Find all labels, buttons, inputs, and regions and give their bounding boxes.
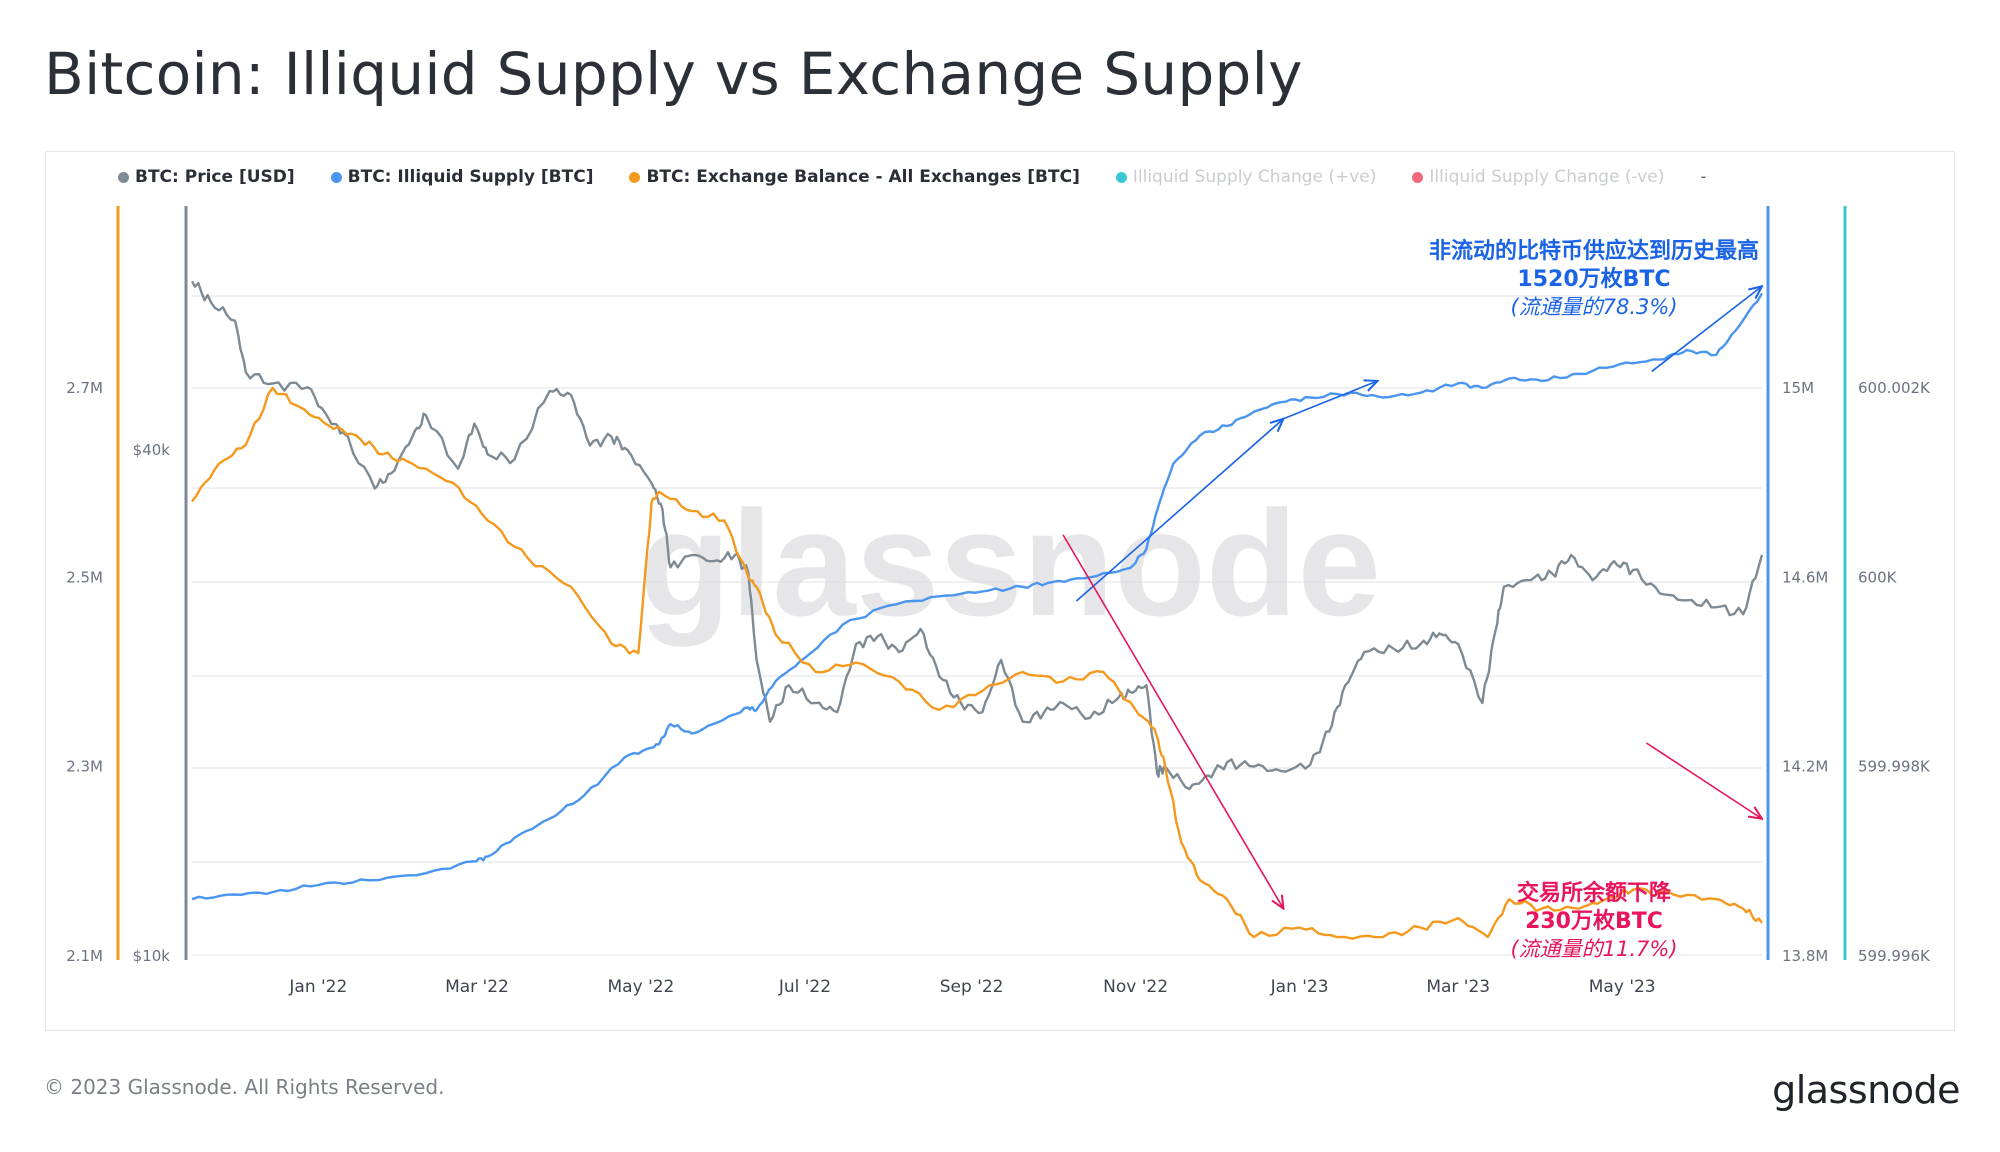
legend-dash: -: [1700, 167, 1707, 187]
legend-item-change-pos[interactable]: Illiquid Supply Change (+ve): [1115, 167, 1377, 187]
annotation-illiquid-line1: 非流动的比特币供应达到历史最高: [1429, 238, 1759, 264]
x-axis-tick: Mar '23: [1426, 977, 1490, 997]
x-axis-tick: May '22: [608, 977, 675, 997]
change-axis-tick: 599.996K: [1858, 947, 1931, 965]
legend-label-price: BTC: Price [USD]: [135, 167, 295, 187]
x-axis-tick: Nov '22: [1103, 977, 1168, 997]
illiquid-axis-tick: 15M: [1782, 379, 1814, 397]
price-line: [190, 280, 1764, 791]
change-axis-tick: 599.998K: [1858, 758, 1931, 776]
legend-item-price[interactable]: BTC: Price [USD]: [118, 167, 295, 187]
exchange-balance-line: [191, 386, 1763, 940]
illiquid-supply-line: [191, 292, 1764, 901]
exchange-trend-arrow: [1645, 742, 1762, 819]
legend-dot-change-neg: [1412, 171, 1424, 183]
x-axis-tick: Sep '22: [940, 977, 1004, 997]
x-axis-tick: Jul '22: [778, 977, 831, 997]
exchange-trend-arrow: [1062, 534, 1283, 909]
exchange-axis-tick: 2.5M: [66, 568, 103, 586]
exchange-axis-ticks: 2.1M 2.3M 2.5M 2.7M: [66, 379, 103, 965]
grid-lines: [192, 295, 1762, 956]
annotation-exchange-line1: 交易所余额下降: [1517, 880, 1672, 906]
chart-legend: BTC: Price [USD] BTC: Illiquid Supply [B…: [118, 167, 1707, 187]
illiquid-trend-arrow: [1283, 381, 1377, 420]
legend-dot-exchange: [629, 171, 641, 183]
page-title: Bitcoin: Illiquid Supply vs Exchange Sup…: [44, 40, 1303, 108]
legend-item-change-neg[interactable]: Illiquid Supply Change (-ve): [1412, 167, 1664, 187]
x-axis-tick: May '23: [1589, 977, 1656, 997]
brand-logo: glassnode: [1772, 1068, 1960, 1112]
series-lines: [190, 280, 1764, 940]
chart-panel: [45, 151, 1955, 1031]
annotation-exchange-line3: (流通量的11.7%): [1510, 937, 1677, 961]
illiquid-axis-tick: 14.6M: [1782, 568, 1828, 586]
change-axis-tick: 600.002K: [1858, 379, 1931, 397]
legend-label-exchange: BTC: Exchange Balance - All Exchanges [B…: [646, 167, 1080, 187]
legend-item-exchange[interactable]: BTC: Exchange Balance - All Exchanges [B…: [629, 167, 1080, 187]
annotation-illiquid-line2: 1520万枚BTC: [1517, 266, 1670, 292]
exchange-axis-tick: 2.1M: [66, 947, 103, 965]
illiquid-axis-ticks: 13.8M 14.2M 14.6M 15M: [1782, 379, 1828, 965]
illiquid-trend-arrow: [1651, 286, 1762, 373]
x-axis-tick: Jan '23: [1270, 977, 1329, 997]
illiquid-trend-arrow: [1075, 419, 1283, 602]
watermark: glassnode: [639, 479, 1381, 647]
legend-label-illiquid: BTC: Illiquid Supply [BTC]: [347, 167, 594, 187]
x-axis-tick: Mar '22: [445, 977, 509, 997]
exchange-axis-tick: 2.3M: [66, 758, 103, 776]
annotation-exchange-line2: 230万枚BTC: [1525, 908, 1663, 934]
legend-item-illiquid[interactable]: BTC: Illiquid Supply [BTC]: [330, 167, 594, 187]
annotation-illiquid-line3: (流通量的78.3%): [1510, 295, 1677, 319]
legend-dot-price: [118, 171, 129, 183]
legend-label-change-pos: Illiquid Supply Change (+ve): [1132, 167, 1377, 187]
copyright-footer: © 2023 Glassnode. All Rights Reserved.: [44, 1075, 445, 1099]
legend-dot-change-pos: [1115, 171, 1127, 183]
price-axis-tick: $40k: [133, 441, 171, 459]
trend-arrows: [1062, 286, 1762, 909]
x-axis-ticks: Jan '22 Mar '22 May '22 Jul '22 Sep '22 Nov '…: [288, 977, 1655, 997]
x-axis-tick: Jan '22: [288, 977, 347, 997]
illiquid-axis-tick: 13.8M: [1782, 947, 1828, 965]
illiquid-axis-tick: 14.2M: [1782, 758, 1828, 776]
price-axis-ticks: $10k $40k: [133, 441, 171, 965]
legend-dot-illiquid: [330, 171, 342, 183]
price-axis-tick: $10k: [133, 947, 171, 965]
legend-label-change-neg: Illiquid Supply Change (-ve): [1429, 167, 1665, 187]
change-axis-ticks: 599.996K 599.998K 600K 600.002K: [1858, 379, 1931, 965]
exchange-axis-tick: 2.7M: [66, 379, 103, 397]
change-axis-tick: 600K: [1858, 568, 1898, 586]
